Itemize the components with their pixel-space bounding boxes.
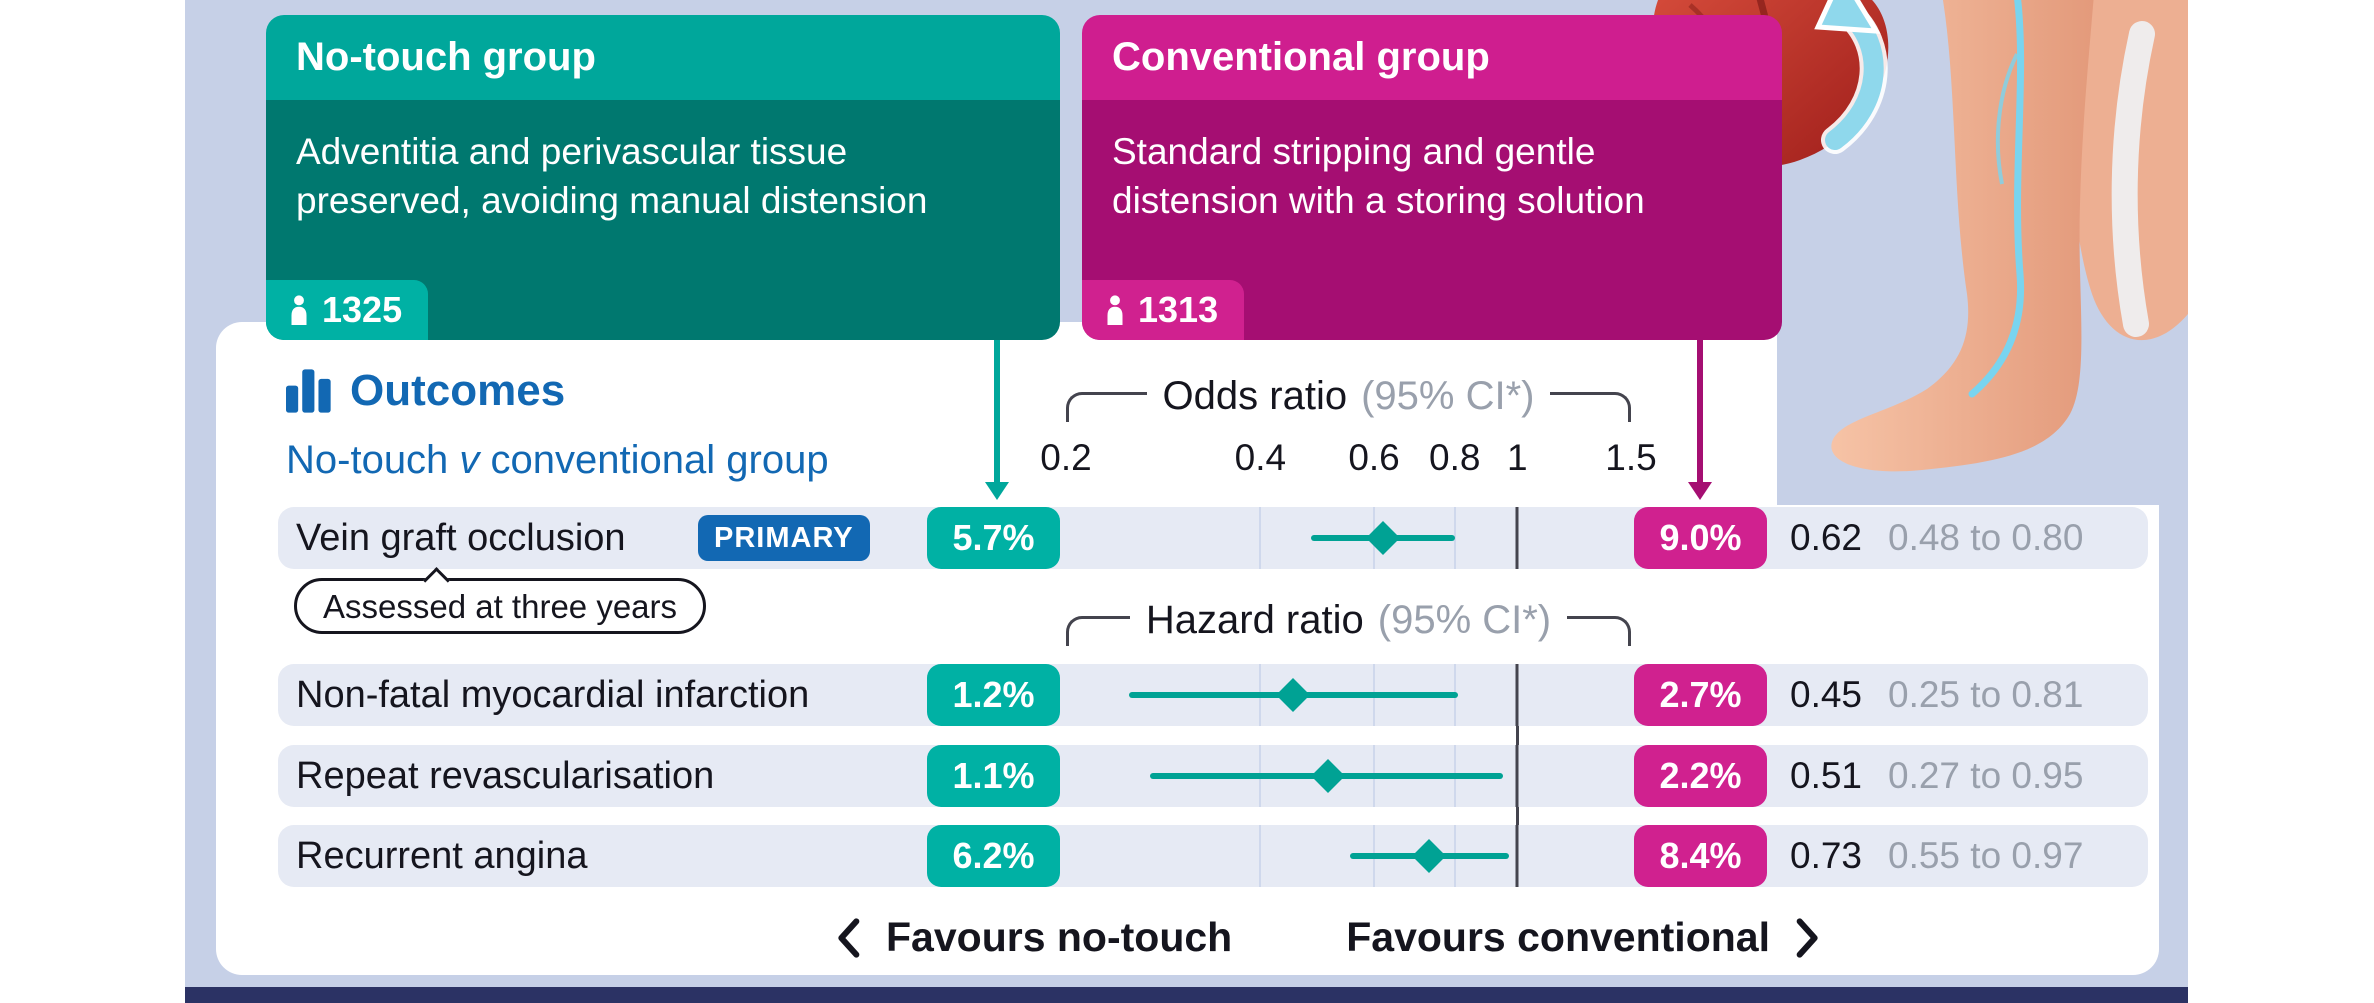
comparison-suffix: conventional group bbox=[479, 438, 829, 482]
no-touch-participants-badge: 1325 bbox=[266, 280, 429, 340]
axis-tick-label: 0.6 bbox=[1348, 437, 1400, 478]
highlight-swoosh bbox=[2111, 21, 2155, 337]
conventional-group-title: Conventional group bbox=[1082, 15, 1782, 100]
assessment-note-text: Assessed at three years bbox=[323, 588, 678, 625]
conventional-value-chip: 8.4% bbox=[1634, 825, 1767, 887]
reference-line bbox=[1515, 825, 1519, 887]
comparison-prefix: No-touch bbox=[286, 438, 460, 482]
vein-branch-line bbox=[1995, 53, 2019, 185]
estimate-value: 0.45 bbox=[1790, 674, 1863, 715]
ci-range: 0.48 to 0.80 bbox=[1888, 517, 2084, 558]
no-touch-value-chip: 6.2% bbox=[927, 825, 1060, 887]
point-estimate-marker bbox=[1366, 521, 1401, 555]
no-touch-group-title: No-touch group bbox=[266, 15, 1060, 100]
axis-tick-label: 0.8 bbox=[1429, 437, 1481, 478]
axis-tick-label: 0.2 bbox=[1040, 437, 1092, 478]
front-leg-shape bbox=[1831, 0, 2094, 472]
comparison-subtitle: No-touch v conventional group bbox=[286, 438, 829, 483]
outcome-row-repeat-revascularisation: Repeat revascularisation 1.1% 2.2% 0.51 … bbox=[278, 745, 2148, 807]
no-touch-group-description: Adventitia and perivascular tissue prese… bbox=[266, 100, 1060, 340]
primary-badge: PRIMARY bbox=[698, 515, 870, 561]
person-icon bbox=[291, 295, 307, 325]
reference-line bbox=[1515, 507, 1519, 569]
chevron-right-icon bbox=[1796, 917, 1818, 958]
no-touch-participants-count: 1325 bbox=[322, 289, 403, 330]
leg-illustration bbox=[1831, 0, 2188, 472]
hazard-ratio-ci-label: (95% CI*) bbox=[1377, 598, 1552, 642]
no-touch-group-card: No-touch group Adventitia and perivascul… bbox=[266, 15, 1060, 340]
favours-legend: Favours no-touch Favours conventional bbox=[836, 914, 1820, 961]
hazard-ratio-title: Hazard ratio bbox=[1145, 598, 1364, 642]
point-estimate-marker bbox=[1276, 678, 1311, 712]
favours-no-touch-label: Favours no-touch bbox=[886, 914, 1233, 960]
graft-flow-arrow-icon bbox=[1814, 0, 1888, 154]
estimate-value: 0.62 bbox=[1790, 517, 1863, 558]
estimate-value: 0.51 bbox=[1790, 755, 1863, 796]
estimate-value: 0.73 bbox=[1790, 835, 1863, 876]
conventional-value-chip: 2.2% bbox=[1634, 745, 1767, 807]
gridline bbox=[1259, 825, 1262, 887]
no-touch-value-chip: 1.1% bbox=[927, 745, 1060, 807]
row-plot bbox=[1066, 745, 1631, 807]
bracket-right-icon bbox=[1550, 392, 1632, 422]
no-touch-arrow bbox=[994, 340, 1000, 484]
axis-tick-label: 1 bbox=[1507, 437, 1528, 478]
bracket-left-icon bbox=[1066, 616, 1130, 646]
bracket-right-icon bbox=[1567, 616, 1632, 646]
ci-range: 0.25 to 0.81 bbox=[1888, 674, 2084, 715]
outcomes-heading: Outcomes bbox=[286, 366, 565, 416]
outcome-label: Recurrent angina bbox=[296, 835, 588, 877]
footer-bar bbox=[185, 987, 2188, 1003]
conventional-group-card: Conventional group Standard stripping an… bbox=[1082, 15, 1782, 340]
point-estimate-marker bbox=[1412, 839, 1447, 873]
odds-ratio-ci-label: (95% CI*) bbox=[1361, 374, 1535, 418]
axis-tick-label: 0.4 bbox=[1234, 437, 1287, 478]
ref-line-connector bbox=[1515, 807, 1519, 825]
assessment-note-callout: Assessed at three years bbox=[294, 567, 707, 634]
person-icon bbox=[1107, 295, 1123, 325]
conventional-value-chip: 9.0% bbox=[1634, 507, 1767, 569]
axis-tick-label: 1.5 bbox=[1605, 437, 1657, 478]
bracket-left-icon bbox=[1066, 392, 1147, 422]
odds-ratio-title: Odds ratio bbox=[1162, 374, 1348, 418]
bar-chart-icon bbox=[286, 369, 331, 413]
reference-line bbox=[1515, 745, 1519, 807]
axis-tick-row: 0.2 0.4 0.6 0.8 1 1.5 bbox=[1040, 437, 1656, 483]
gridline bbox=[1453, 507, 1456, 569]
odds-ratio-header: Odds ratio (95% CI*) bbox=[1066, 374, 1632, 422]
outcomes-title: Outcomes bbox=[350, 366, 566, 415]
comparison-versus: v bbox=[459, 438, 480, 482]
outcome-row-vein-graft-occlusion: Vein graft occlusion PRIMARY 5.7% 9.0% 0… bbox=[278, 507, 2148, 569]
conventional-participants-badge: 1313 bbox=[1082, 280, 1245, 340]
outcome-label: Vein graft occlusion bbox=[296, 517, 626, 559]
favours-conventional-label: Favours conventional bbox=[1346, 914, 1770, 960]
conventional-arrow bbox=[1697, 340, 1703, 484]
ci-range: 0.27 to 0.95 bbox=[1888, 755, 2084, 796]
outcome-row-recurrent-angina: Recurrent angina 6.2% 8.4% 0.73 0.55 to … bbox=[278, 825, 2148, 887]
gridline bbox=[1259, 507, 1262, 569]
ci-range: 0.55 to 0.97 bbox=[1888, 835, 2084, 876]
reference-line bbox=[1515, 664, 1519, 726]
no-touch-value-chip: 5.7% bbox=[927, 507, 1060, 569]
conventional-value-chip: 2.7% bbox=[1634, 664, 1767, 726]
row-plot bbox=[1066, 507, 1631, 569]
conventional-participants-count: 1313 bbox=[1138, 289, 1219, 330]
row-plot bbox=[1066, 825, 1631, 887]
outcome-label: Non-fatal myocardial infarction bbox=[296, 674, 810, 716]
outcome-row-non-fatal-mi: Non-fatal myocardial infarction 1.2% 2.7… bbox=[278, 664, 2148, 726]
conventional-group-description: Standard stripping and gentle distension… bbox=[1082, 100, 1782, 340]
point-estimate-marker bbox=[1311, 759, 1346, 793]
outcome-label: Repeat revascularisation bbox=[296, 755, 715, 797]
hazard-ratio-header: Hazard ratio (95% CI*) bbox=[1066, 598, 1632, 646]
row-plot bbox=[1066, 664, 1631, 726]
vein-line bbox=[1968, 0, 2025, 398]
chevron-left-icon bbox=[838, 917, 860, 958]
ref-line-connector bbox=[1515, 726, 1519, 745]
no-touch-value-chip: 1.2% bbox=[927, 664, 1060, 726]
